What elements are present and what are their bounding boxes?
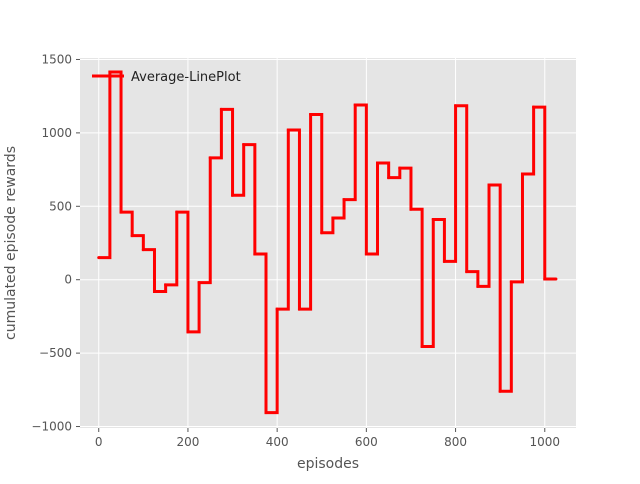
x-axis-label: episodes: [297, 456, 359, 472]
data-point: [409, 207, 413, 211]
data-point: [309, 113, 313, 117]
legend-label: Average-LinePlot: [131, 70, 241, 85]
data-point: [108, 70, 112, 74]
data-point: [342, 198, 346, 202]
data-point: [297, 307, 301, 311]
data-point: [420, 345, 424, 349]
plot-area: [80, 58, 576, 428]
y-tick-label: 0: [64, 273, 72, 287]
data-point: [164, 283, 168, 287]
data-point: [554, 277, 558, 281]
data-point: [465, 270, 469, 274]
data-point: [376, 161, 380, 165]
data-point: [520, 172, 524, 176]
x-tick-label: 800: [444, 435, 467, 449]
y-tick-label: 1500: [41, 52, 72, 66]
data-point: [186, 330, 190, 334]
data-point: [242, 143, 246, 147]
series-layer: [97, 70, 558, 415]
data-point: [130, 234, 134, 238]
data-point: [498, 389, 502, 393]
data-point: [275, 307, 279, 311]
data-point: [152, 289, 156, 293]
data-point: [454, 104, 458, 108]
series-line-average: [98, 70, 556, 415]
data-point: [197, 281, 201, 285]
data-point: [219, 107, 223, 111]
data-point: [208, 156, 212, 160]
data-point: [264, 411, 268, 415]
data-point: [353, 103, 357, 107]
data-point: [331, 216, 335, 220]
y-tick-label: 500: [49, 199, 72, 213]
x-tick-label: 0: [95, 435, 103, 449]
data-point: [509, 280, 513, 284]
x-tick-label: 200: [176, 435, 199, 449]
data-point: [532, 105, 536, 109]
legend: Average-LinePlot: [92, 70, 241, 85]
y-tick-label: −500: [39, 346, 72, 360]
y-tick-label: −1000: [31, 420, 72, 434]
data-point: [119, 210, 123, 214]
data-point: [476, 284, 480, 288]
x-tick-label: 1000: [530, 435, 561, 449]
y-axis-label: cumulated episode rewards: [3, 146, 19, 340]
data-point: [543, 277, 547, 281]
data-point: [364, 252, 368, 256]
data-point: [487, 183, 491, 187]
data-point: [442, 259, 446, 263]
x-tick-label: 400: [266, 435, 289, 449]
data-point: [97, 256, 101, 260]
axis-ticks: 0 200 400 600 800 1000 −1000 −500 0 500 1000 1500: [31, 52, 560, 449]
x-tick-label: 600: [355, 435, 378, 449]
y-tick-label: 1000: [41, 126, 72, 140]
data-point: [141, 248, 145, 252]
data-point: [387, 176, 391, 180]
data-point: [286, 128, 290, 132]
data-point: [398, 166, 402, 170]
data-point: [431, 218, 435, 222]
data-point: [320, 231, 324, 235]
data-point: [231, 193, 235, 197]
data-point: [175, 210, 179, 214]
data-point: [253, 252, 257, 256]
